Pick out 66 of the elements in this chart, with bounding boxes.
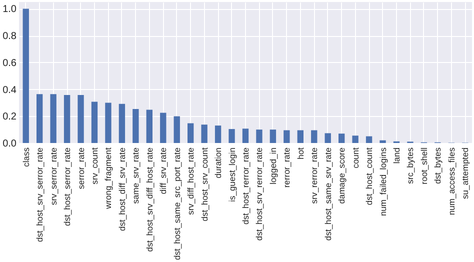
bar — [324, 133, 331, 143]
x-tick-label: srv_diff_host_rate — [186, 147, 196, 215]
x-tick-label: dst_host_diff_srv_rate — [116, 147, 127, 231]
x-tick-label: dst_host_srv_diff_host_rate — [144, 147, 154, 252]
x-tick-label: dst_host_count — [364, 146, 374, 206]
bar — [105, 102, 112, 143]
x-tick-label: dst_host_serror_rate — [62, 147, 72, 226]
bar — [270, 130, 276, 143]
bar — [22, 8, 29, 143]
bar — [311, 130, 318, 143]
x-tick-label: srv_count — [90, 146, 100, 184]
x-tick-label: hot — [295, 146, 306, 160]
x-tick-label: dst_host_same_srv_rate — [322, 147, 333, 241]
bar — [380, 140, 386, 143]
bar — [78, 95, 84, 143]
bar — [132, 109, 139, 143]
x-tick-label: diff_srv_rate — [158, 147, 168, 194]
x-tick-label: dst_host_srv_count — [199, 146, 210, 222]
bar — [201, 124, 208, 143]
y-tick-label: 0.6 — [2, 58, 17, 69]
bar — [284, 130, 290, 143]
bar — [50, 94, 56, 143]
y-tick-label: 0.2 — [2, 112, 17, 123]
bar — [174, 116, 180, 143]
x-tick-label: src_bytes — [405, 148, 416, 184]
x-tick-label: su_attempted — [460, 147, 470, 200]
bar — [91, 102, 98, 143]
x-tick-label: dst_host_same_src_port_rate — [172, 147, 182, 260]
x-tick-label: num_access_files — [446, 148, 456, 216]
x-tick-label: num_failed_logins — [378, 148, 388, 216]
bar — [366, 136, 372, 143]
x-tick-label: land — [392, 147, 402, 164]
bar — [228, 129, 235, 143]
y-tick-label: 0.4 — [2, 84, 17, 96]
x-tick-label: logged_in — [268, 147, 278, 184]
x-tick-label: srv_rerror_rate — [309, 147, 320, 204]
x-tick-label: dst_host_srv_rerror_rate — [254, 147, 264, 241]
y-tick-label: 0.0 — [2, 138, 17, 150]
bar — [146, 110, 152, 143]
x-tick-label: root_shell — [418, 147, 429, 184]
x-tick-label: serror_rate — [76, 147, 86, 190]
x-tick-label: dst_host_srv_serror_rate — [34, 147, 45, 242]
x-tick-label: class — [20, 148, 31, 167]
x-tick-label: is_guest_login — [226, 147, 237, 202]
bar — [352, 136, 358, 143]
bar — [64, 95, 70, 143]
x-tick-label: dst_bytes — [432, 148, 443, 184]
bar — [36, 94, 43, 143]
x-tick-label: wrong_fragment — [103, 146, 114, 210]
x-tick-label: srv_serror_rate — [48, 147, 58, 206]
x-tick-label: count — [350, 146, 360, 168]
bar — [242, 128, 249, 143]
bar — [188, 123, 194, 143]
y-tick-label: 1.0 — [2, 4, 17, 16]
y-tick-label: 0.8 — [2, 31, 17, 42]
bar — [160, 112, 166, 143]
bar — [118, 104, 126, 143]
x-tick-label: duration — [213, 147, 224, 178]
bar — [297, 130, 304, 143]
x-tick-label: rerror_rate — [282, 147, 292, 188]
x-tick-label: same_srv_rate — [130, 147, 141, 204]
x-tick-label: dst_host_rerror_rate — [240, 147, 250, 225]
bar — [338, 134, 345, 143]
bar — [256, 130, 262, 143]
bar — [214, 126, 222, 143]
x-tick-label: damage_score — [336, 147, 347, 204]
